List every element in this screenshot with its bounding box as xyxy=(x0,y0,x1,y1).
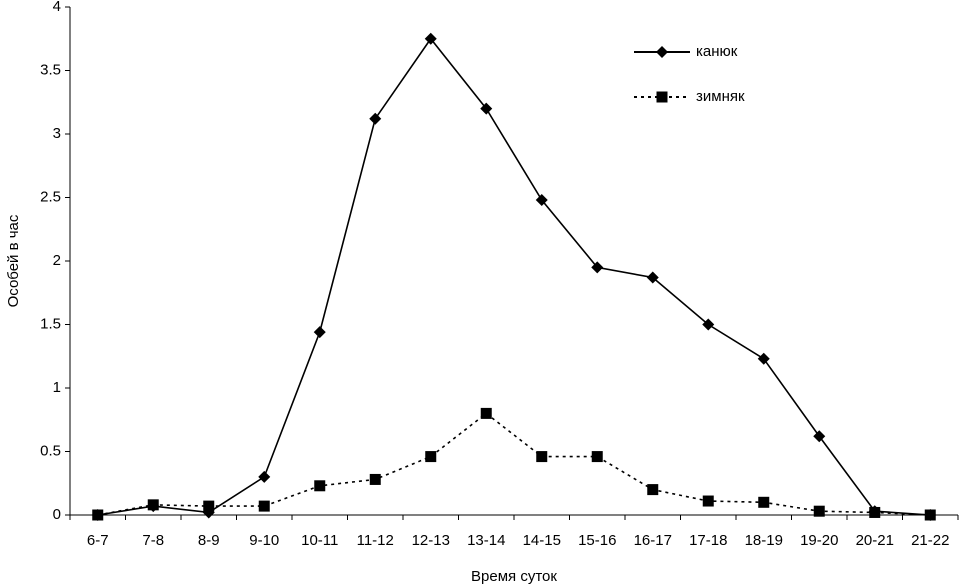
marker xyxy=(647,484,659,496)
marker xyxy=(202,506,215,519)
marker xyxy=(813,430,826,443)
x-tick-label: 8-9 xyxy=(198,532,220,549)
x-tick-label: 18-19 xyxy=(745,532,783,549)
x-tick-label: 17-18 xyxy=(689,532,727,549)
x-tick-label: 7-8 xyxy=(142,532,164,549)
marker xyxy=(757,352,770,365)
marker xyxy=(869,506,881,518)
marker xyxy=(656,46,668,58)
marker xyxy=(758,496,770,508)
marker xyxy=(480,407,492,419)
x-tick-label: 19-20 xyxy=(800,532,838,549)
y-tick-label: 4 xyxy=(53,0,61,15)
x-tick-label: 21-22 xyxy=(911,532,949,549)
y-tick-label: 1 xyxy=(53,379,61,396)
marker xyxy=(591,451,603,463)
legend-label: канюк xyxy=(696,43,738,60)
x-tick-label: 15-16 xyxy=(578,532,616,549)
x-axis-label: Время суток xyxy=(471,568,557,585)
marker xyxy=(702,495,714,507)
marker xyxy=(92,509,104,521)
y-tick-label: 0 xyxy=(53,506,61,523)
x-tick-label: 10-11 xyxy=(301,532,338,549)
y-tick-label: 0.5 xyxy=(40,442,61,459)
marker xyxy=(369,473,381,485)
legend-label: зимняк xyxy=(696,88,745,105)
x-tick-label: 12-13 xyxy=(412,532,450,549)
y-tick-label: 3 xyxy=(53,125,61,142)
marker xyxy=(313,326,326,339)
x-tick-label: 9-10 xyxy=(249,532,279,549)
marker xyxy=(702,318,715,331)
marker xyxy=(424,32,437,45)
marker xyxy=(591,261,604,274)
x-tick-label: 6-7 xyxy=(87,532,109,549)
marker xyxy=(480,102,493,115)
marker xyxy=(813,505,825,517)
series-line xyxy=(97,37,931,516)
marker xyxy=(425,451,437,463)
y-axis-label: Особей в час xyxy=(5,214,22,307)
marker xyxy=(535,194,548,207)
marker xyxy=(536,451,548,463)
marker xyxy=(203,500,215,512)
y-tick-label: 2 xyxy=(53,252,61,269)
marker xyxy=(258,470,271,483)
y-tick-label: 1.5 xyxy=(40,315,61,332)
x-tick-label: 14-15 xyxy=(523,532,561,549)
marker xyxy=(147,499,159,511)
marker xyxy=(369,112,382,125)
marker xyxy=(924,509,936,521)
x-tick-label: 20-21 xyxy=(856,532,894,549)
x-tick-label: 11-12 xyxy=(357,532,394,549)
marker xyxy=(258,500,270,512)
y-tick-label: 3.5 xyxy=(40,61,61,78)
marker xyxy=(314,480,326,492)
x-tick-label: 13-14 xyxy=(467,532,505,549)
y-tick-label: 2.5 xyxy=(40,188,61,205)
marker xyxy=(656,91,668,103)
marker xyxy=(646,271,659,284)
series-line xyxy=(97,412,931,516)
x-tick-label: 16-17 xyxy=(634,532,672,549)
